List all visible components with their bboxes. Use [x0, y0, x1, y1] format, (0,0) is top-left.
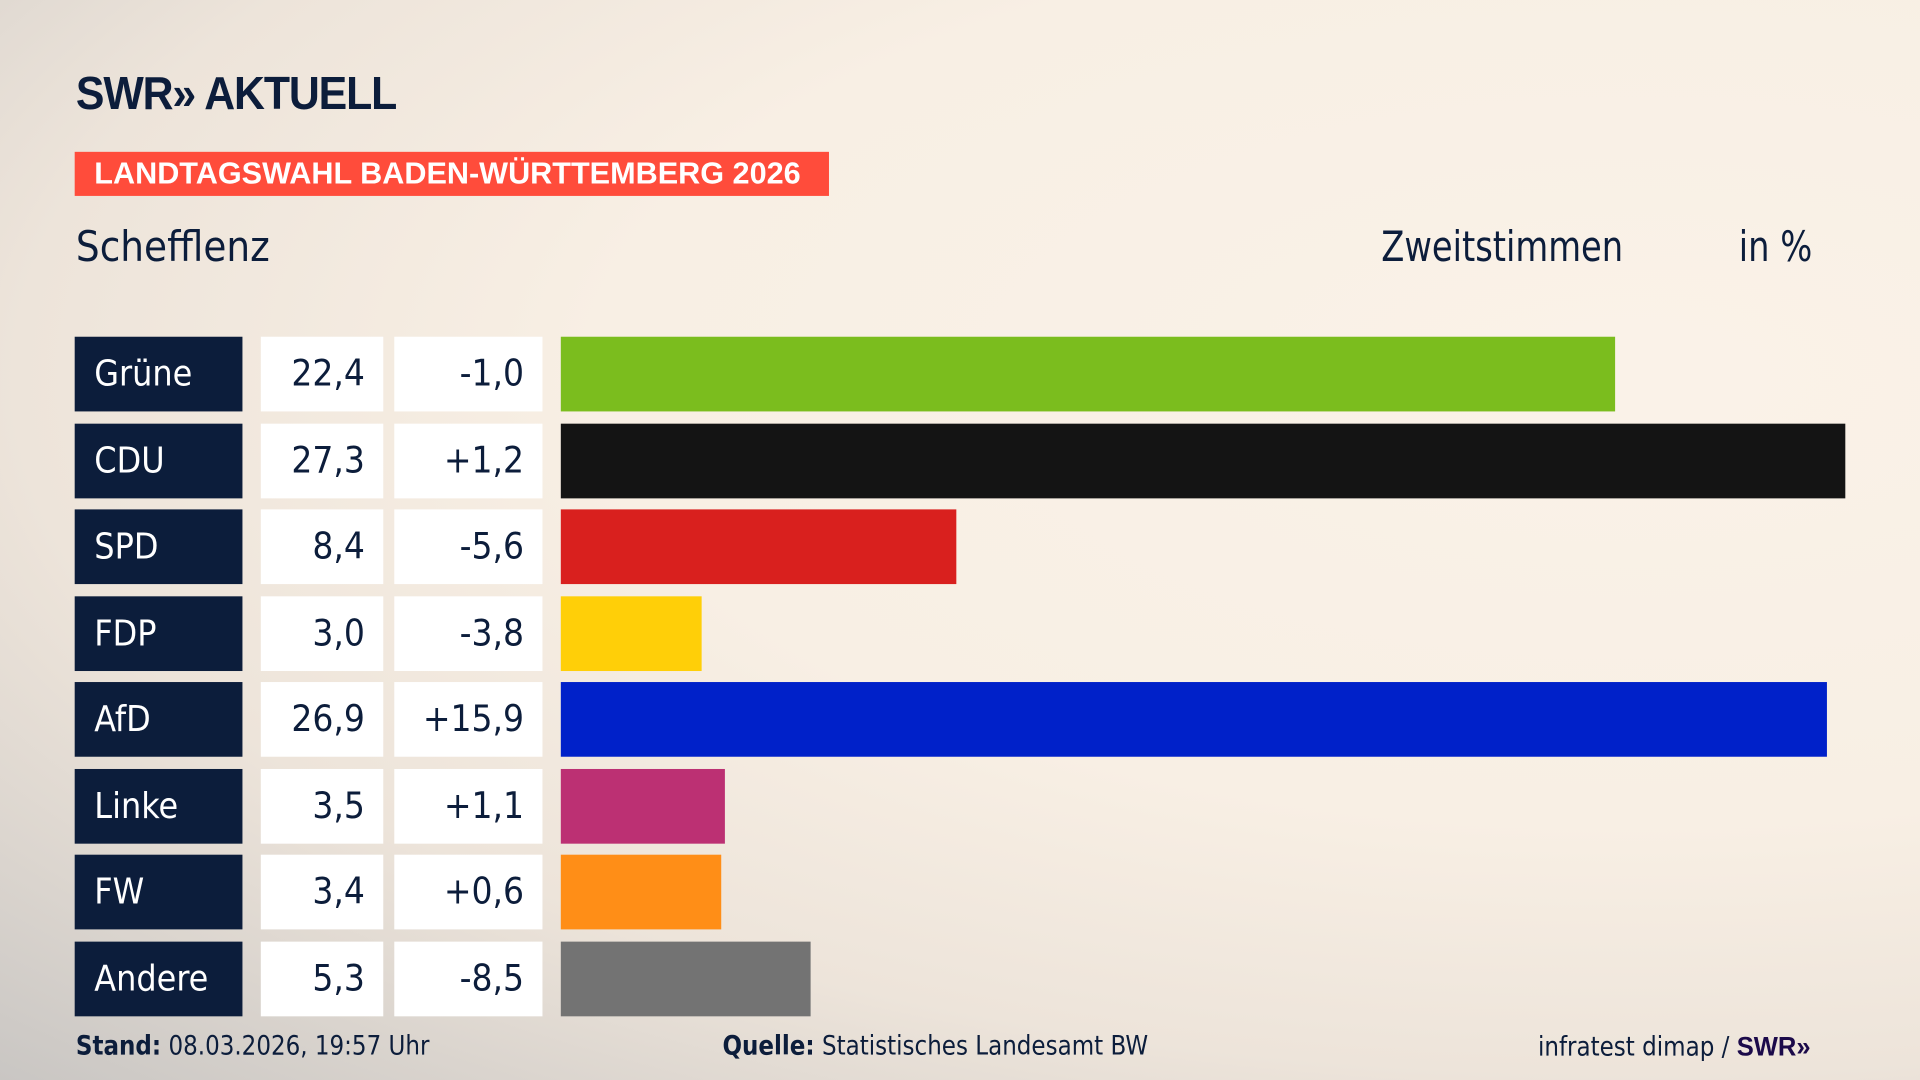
value-label: 26,9 [260, 682, 384, 757]
source: Quelle: Statistisches Landesamt BW [722, 1031, 1148, 1062]
bar [560, 423, 1846, 498]
value-label: 5,3 [260, 941, 384, 1016]
credit-text: infratest dimap / [1537, 1032, 1737, 1063]
bar [560, 595, 702, 671]
swr-aktuell-logo: SWR» AKTUELL [75, 68, 397, 121]
bar [560, 336, 1615, 412]
bar [560, 854, 721, 930]
stand-label: Stand: [75, 1031, 162, 1062]
metric-label: Zweitstimmen [1381, 222, 1624, 272]
party-label: FW [74, 854, 243, 930]
party-label: Grüne [74, 336, 243, 412]
bar [560, 682, 1827, 757]
timestamp: Stand: 08.03.2026, 19:57 Uhr [76, 1031, 430, 1062]
bar [560, 509, 957, 585]
diff-label: +1,1 [394, 768, 543, 844]
value-label: 3,5 [260, 768, 384, 844]
swr-logo: SWR» [1736, 1031, 1811, 1062]
party-label: SPD [74, 509, 243, 585]
stand-value: 08.03.2026, 19:57 Uhr [168, 1031, 430, 1062]
party-label: AfD [74, 682, 243, 757]
bar [560, 768, 726, 844]
diff-label: -1,0 [394, 336, 543, 412]
municipality-title: Schefflenz [75, 222, 270, 272]
diff-label: +15,9 [394, 682, 543, 757]
unit-label: in % [1738, 222, 1813, 272]
diff-label: +1,2 [394, 423, 543, 498]
party-label: Andere [74, 941, 243, 1016]
source-label: Quelle: [722, 1031, 815, 1062]
party-label: FDP [74, 595, 243, 671]
value-label: 27,3 [260, 423, 384, 498]
source-value: Statistisches Landesamt BW [821, 1031, 1149, 1062]
party-label: Linke [74, 768, 243, 844]
diff-label: -3,8 [394, 595, 543, 671]
value-label: 8,4 [260, 509, 384, 585]
party-label: CDU [74, 423, 243, 498]
diff-label: +0,6 [394, 854, 543, 930]
diff-label: -5,6 [394, 509, 543, 585]
value-label: 3,4 [260, 854, 384, 930]
diff-label: -8,5 [394, 941, 543, 1016]
credit: infratest dimap / SWR» [1538, 1031, 1811, 1063]
bar [560, 941, 811, 1016]
election-banner: LANDTAGSWAHL BADEN-WÜRTTEMBERG 2026 [74, 151, 829, 196]
value-label: 3,0 [260, 595, 384, 671]
value-label: 22,4 [260, 336, 384, 412]
